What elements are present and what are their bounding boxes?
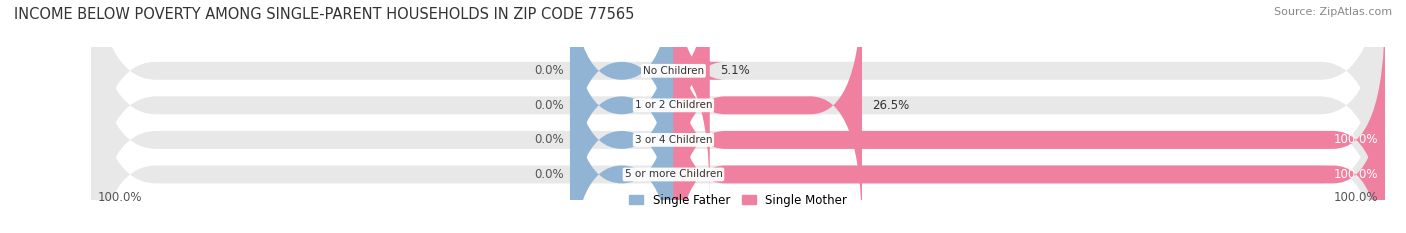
- FancyBboxPatch shape: [658, 0, 725, 200]
- FancyBboxPatch shape: [91, 0, 1385, 233]
- Text: 100.0%: 100.0%: [1334, 134, 1378, 146]
- Text: 1 or 2 Children: 1 or 2 Children: [634, 100, 713, 110]
- Text: 100.0%: 100.0%: [1334, 168, 1378, 181]
- Legend: Single Father, Single Mother: Single Father, Single Mother: [628, 194, 848, 207]
- Text: 3 or 4 Children: 3 or 4 Children: [634, 135, 713, 145]
- FancyBboxPatch shape: [569, 0, 673, 200]
- FancyBboxPatch shape: [569, 45, 673, 233]
- FancyBboxPatch shape: [569, 11, 673, 233]
- Text: 5.1%: 5.1%: [720, 64, 749, 77]
- Text: 26.5%: 26.5%: [872, 99, 910, 112]
- FancyBboxPatch shape: [569, 0, 673, 233]
- Text: 100.0%: 100.0%: [98, 191, 142, 204]
- FancyBboxPatch shape: [673, 11, 1385, 233]
- Text: 0.0%: 0.0%: [534, 64, 564, 77]
- FancyBboxPatch shape: [91, 11, 1385, 233]
- Text: 0.0%: 0.0%: [534, 134, 564, 146]
- Text: INCOME BELOW POVERTY AMONG SINGLE-PARENT HOUSEHOLDS IN ZIP CODE 77565: INCOME BELOW POVERTY AMONG SINGLE-PARENT…: [14, 7, 634, 22]
- Text: No Children: No Children: [643, 66, 704, 76]
- Text: 0.0%: 0.0%: [534, 99, 564, 112]
- Text: 100.0%: 100.0%: [1334, 191, 1378, 204]
- Text: Source: ZipAtlas.com: Source: ZipAtlas.com: [1274, 7, 1392, 17]
- Text: 0.0%: 0.0%: [534, 168, 564, 181]
- Text: 5 or more Children: 5 or more Children: [624, 169, 723, 179]
- FancyBboxPatch shape: [91, 0, 1385, 233]
- FancyBboxPatch shape: [91, 0, 1385, 233]
- FancyBboxPatch shape: [673, 0, 862, 233]
- FancyBboxPatch shape: [673, 45, 1385, 233]
